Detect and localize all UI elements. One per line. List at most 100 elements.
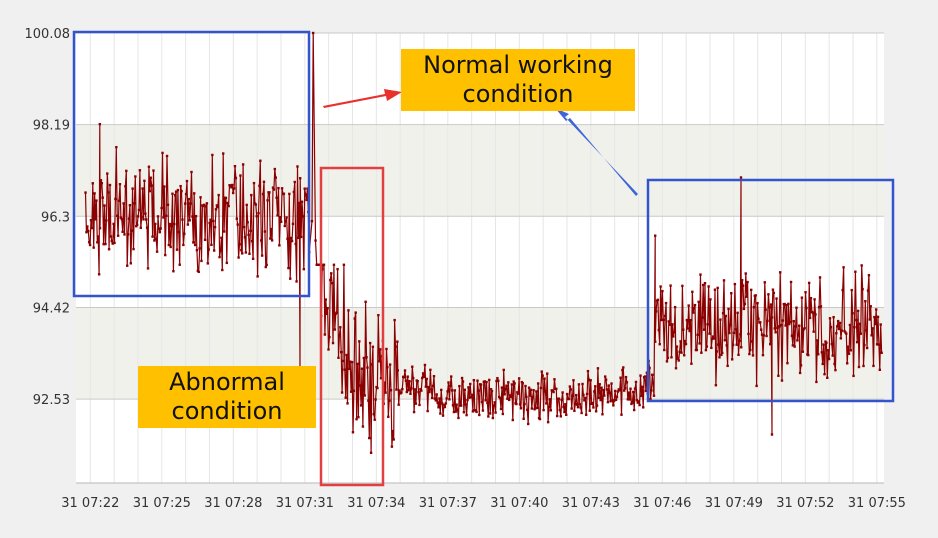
data-point: [349, 390, 353, 393]
data-point: [591, 401, 594, 405]
data-point: [843, 329, 846, 333]
data-point: [717, 343, 720, 346]
data-point: [155, 250, 159, 253]
data-point: [880, 351, 883, 354]
data-point: [871, 327, 874, 330]
data-point: [378, 348, 382, 351]
data-point: [113, 241, 116, 245]
data-point: [627, 391, 630, 394]
data-point: [570, 407, 573, 410]
data-point: [96, 241, 99, 244]
data-point: [661, 289, 664, 293]
abnormal-callout-line-1: Abnormal: [169, 368, 285, 396]
data-point: [332, 263, 336, 266]
data-point: [587, 378, 591, 381]
data-point: [373, 418, 376, 421]
data-point: [141, 187, 144, 190]
data-point: [813, 298, 816, 301]
data-point: [452, 410, 456, 414]
data-point: [168, 222, 171, 226]
data-point: [501, 412, 505, 416]
data-point: [256, 275, 259, 278]
data-point: [346, 402, 349, 405]
data-point: [716, 286, 719, 290]
data-point: [212, 219, 215, 223]
data-point: [774, 331, 777, 334]
data-point: [165, 154, 169, 158]
data-point: [469, 396, 473, 399]
data-point: [478, 413, 481, 417]
data-point: [464, 403, 467, 406]
data-point: [584, 413, 588, 416]
data-series: [84, 31, 883, 454]
data-point: [763, 281, 766, 284]
data-point: [847, 352, 851, 355]
data-point: [837, 327, 841, 331]
data-point: [105, 219, 108, 222]
data-point: [199, 196, 202, 199]
abnormal-region-box: [319, 166, 385, 487]
data-point: [856, 309, 860, 313]
data-point: [792, 319, 795, 323]
data-point: [873, 315, 876, 319]
data-point: [225, 261, 229, 265]
data-point: [461, 380, 465, 383]
data-point: [832, 315, 835, 319]
y-tick-label: 98.19: [33, 119, 70, 134]
data-point: [800, 296, 804, 299]
y-axis-tick-labels: 100.08 98.19 96.3 94.42 92.53: [25, 27, 71, 408]
data-point: [754, 294, 757, 297]
data-point: [260, 239, 263, 242]
data-point: [678, 350, 681, 354]
data-point: [778, 271, 782, 274]
data-point: [286, 237, 289, 241]
x-tick-label: 31 07:43: [562, 496, 620, 511]
data-point: [787, 302, 790, 306]
data-point: [325, 312, 328, 316]
data-point: [476, 379, 479, 382]
data-point: [830, 342, 834, 346]
data-point: [705, 345, 709, 348]
data-point: [759, 321, 762, 324]
data-point: [625, 381, 629, 384]
data-point: [180, 189, 183, 193]
data-point: [231, 183, 234, 187]
data-point: [507, 381, 510, 384]
data-point: [511, 418, 514, 422]
data-point: [741, 284, 745, 287]
data-point: [366, 366, 369, 369]
data-point: [755, 384, 758, 388]
data-point: [679, 340, 682, 343]
data-point: [479, 383, 483, 386]
data-point: [449, 384, 452, 387]
data-point: [95, 199, 98, 202]
data-point: [823, 373, 826, 376]
data-point: [275, 196, 278, 199]
data-point: [704, 348, 708, 352]
data-point: [498, 396, 502, 400]
data-point: [747, 332, 750, 336]
data-point: [178, 263, 181, 266]
data-point: [198, 247, 201, 250]
data-point: [220, 236, 223, 239]
data-point: [104, 242, 107, 246]
data-point: [632, 408, 636, 412]
data-point: [252, 181, 256, 185]
data-point: [842, 266, 845, 269]
data-point: [234, 176, 238, 180]
data-point: [369, 451, 373, 454]
data-point: [838, 321, 842, 325]
data-point: [183, 232, 186, 235]
data-point: [280, 187, 284, 190]
data-point: [793, 345, 796, 348]
data-point: [608, 391, 611, 394]
data-point: [145, 218, 148, 221]
data-point: [528, 394, 532, 397]
data-point: [711, 337, 714, 341]
data-point: [291, 222, 295, 226]
data-point: [539, 386, 543, 390]
data-point: [207, 248, 210, 251]
data-point: [513, 382, 516, 385]
data-point: [258, 184, 261, 188]
data-point: [583, 399, 586, 402]
